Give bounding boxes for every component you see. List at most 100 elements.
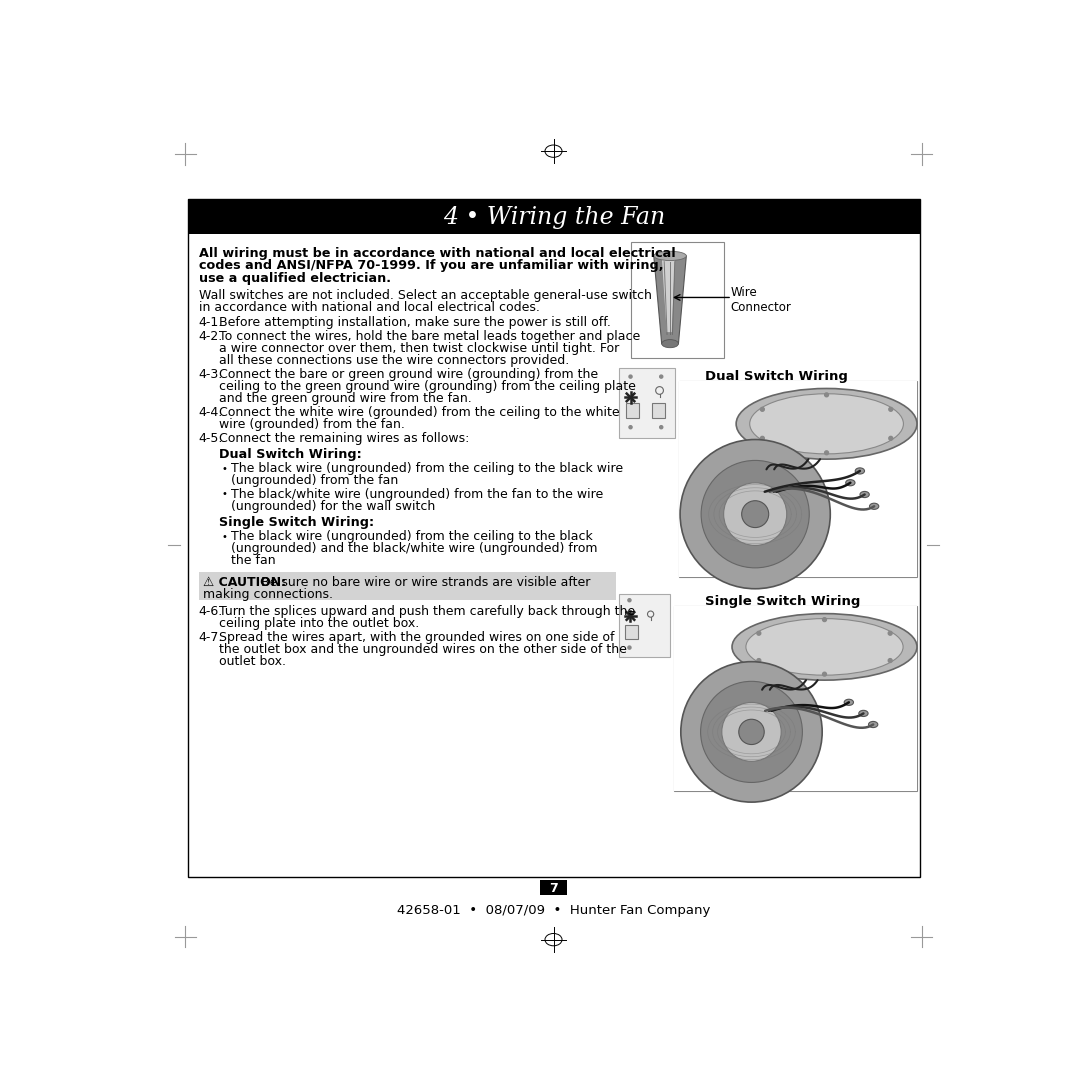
Bar xyxy=(188,199,920,877)
Text: All wiring must be in accordance with national and local electrical: All wiring must be in accordance with na… xyxy=(199,246,675,259)
Text: Wall switches are not included. Select an acceptable general-use switch: Wall switches are not included. Select a… xyxy=(199,288,651,301)
Text: Before attempting installation, make sure the power is still off.: Before attempting installation, make sur… xyxy=(218,315,610,328)
Circle shape xyxy=(760,436,765,441)
Text: 4-5.: 4-5. xyxy=(199,432,222,445)
Text: The black/white wire (ungrounded) from the fan to the wire: The black/white wire (ungrounded) from t… xyxy=(231,488,604,501)
Circle shape xyxy=(825,393,828,396)
Bar xyxy=(674,606,917,791)
Text: use a qualified electrician.: use a qualified electrician. xyxy=(199,272,391,285)
Circle shape xyxy=(701,681,802,782)
Text: the outlet box and the ungrounded wires on the other side of the: the outlet box and the ungrounded wires … xyxy=(218,643,626,656)
Circle shape xyxy=(757,659,760,662)
Text: outlet box.: outlet box. xyxy=(218,654,286,667)
Text: 4-7.: 4-7. xyxy=(199,631,222,644)
Ellipse shape xyxy=(860,491,869,498)
Text: all these connections use the wire connectors provided.: all these connections use the wire conne… xyxy=(218,353,569,367)
Ellipse shape xyxy=(750,394,903,454)
Circle shape xyxy=(627,598,631,602)
Text: 4-3.: 4-3. xyxy=(199,368,222,381)
Polygon shape xyxy=(653,256,686,343)
Circle shape xyxy=(742,501,769,527)
Text: 42658-01  •  08/07/09  •  Hunter Fan Company: 42658-01 • 08/07/09 • Hunter Fan Company xyxy=(396,904,711,917)
Text: To connect the wires, hold the bare metal leads together and place: To connect the wires, hold the bare meta… xyxy=(218,329,640,342)
Text: Single Switch Wiring: Single Switch Wiring xyxy=(704,595,860,608)
Text: Be sure no bare wire or wire strands are visible after: Be sure no bare wire or wire strands are… xyxy=(257,577,591,590)
Ellipse shape xyxy=(737,389,917,459)
Circle shape xyxy=(627,646,631,649)
Circle shape xyxy=(888,659,892,662)
Text: a wire connector over them, then twist clockwise until tight. For: a wire connector over them, then twist c… xyxy=(218,341,619,354)
Circle shape xyxy=(739,719,765,744)
Text: Dual Switch Wiring:: Dual Switch Wiring: xyxy=(218,448,362,461)
Text: and the green ground wire from the fan.: and the green ground wire from the fan. xyxy=(218,392,472,405)
Text: making connections.: making connections. xyxy=(203,588,334,600)
Bar xyxy=(625,625,637,639)
Circle shape xyxy=(660,426,663,429)
Text: wire (grounded) from the fan.: wire (grounded) from the fan. xyxy=(218,418,405,431)
Circle shape xyxy=(889,436,893,441)
Text: •: • xyxy=(221,463,227,474)
Text: ⚠ CAUTION:: ⚠ CAUTION: xyxy=(203,577,286,590)
Text: 4-2.: 4-2. xyxy=(199,329,222,342)
Text: •: • xyxy=(221,489,227,499)
Circle shape xyxy=(680,440,831,589)
Text: Connect the white wire (grounded) from the ceiling to the white: Connect the white wire (grounded) from t… xyxy=(218,406,619,419)
Bar xyxy=(674,606,917,791)
Text: Connect the remaining wires as follows:: Connect the remaining wires as follows: xyxy=(218,432,469,445)
Text: Dual Switch Wiring: Dual Switch Wiring xyxy=(704,369,848,382)
Circle shape xyxy=(757,632,760,635)
Text: Spread the wires apart, with the grounded wires on one side of: Spread the wires apart, with the grounde… xyxy=(218,631,615,644)
Text: Turn the splices upward and push them carefully back through the: Turn the splices upward and push them ca… xyxy=(218,605,635,618)
Text: ceiling to the green ground wire (grounding) from the ceiling plate: ceiling to the green ground wire (ground… xyxy=(218,380,635,393)
Text: 4 • Wiring the Fan: 4 • Wiring the Fan xyxy=(443,206,665,229)
Text: in accordance with national and local electrical codes.: in accordance with national and local el… xyxy=(199,300,539,313)
Circle shape xyxy=(660,375,663,378)
Bar xyxy=(619,594,670,657)
Text: Connect the bare or green ground wire (grounding) from the: Connect the bare or green ground wire (g… xyxy=(218,368,598,381)
Circle shape xyxy=(629,375,632,378)
Bar xyxy=(540,879,567,895)
Bar xyxy=(631,242,724,357)
Bar xyxy=(619,368,675,437)
Circle shape xyxy=(724,483,786,545)
Polygon shape xyxy=(662,259,675,333)
Ellipse shape xyxy=(869,503,879,510)
Text: 4-1.: 4-1. xyxy=(199,315,222,328)
Circle shape xyxy=(760,407,765,411)
Circle shape xyxy=(825,450,828,455)
Circle shape xyxy=(823,672,826,676)
Ellipse shape xyxy=(845,699,853,705)
Text: codes and ANSI/NFPA 70-1999. If you are unfamiliar with wiring,: codes and ANSI/NFPA 70-1999. If you are … xyxy=(199,259,663,272)
Ellipse shape xyxy=(855,468,864,474)
Circle shape xyxy=(629,426,632,429)
Circle shape xyxy=(888,632,892,635)
Text: The black wire (ungrounded) from the ceiling to the black wire: The black wire (ungrounded) from the cei… xyxy=(231,462,623,475)
Bar xyxy=(626,403,639,418)
Text: 7: 7 xyxy=(549,881,558,894)
Ellipse shape xyxy=(846,480,855,486)
Circle shape xyxy=(889,407,893,411)
Text: 4-4.: 4-4. xyxy=(199,406,222,419)
Ellipse shape xyxy=(868,721,878,728)
Ellipse shape xyxy=(662,339,678,348)
Bar xyxy=(188,199,920,234)
Circle shape xyxy=(701,460,809,568)
Circle shape xyxy=(823,618,826,621)
Text: (ungrounded) from the fan: (ungrounded) from the fan xyxy=(231,474,399,487)
Text: •: • xyxy=(221,532,227,542)
Ellipse shape xyxy=(746,619,903,675)
Circle shape xyxy=(721,702,781,761)
Ellipse shape xyxy=(732,613,917,680)
Text: (ungrounded) for the wall switch: (ungrounded) for the wall switch xyxy=(231,500,435,513)
Bar xyxy=(679,380,917,577)
Text: the fan: the fan xyxy=(231,554,275,567)
Text: The black wire (ungrounded) from the ceiling to the black: The black wire (ungrounded) from the cei… xyxy=(231,530,593,543)
Text: (ungrounded) and the black/white wire (ungrounded) from: (ungrounded) and the black/white wire (u… xyxy=(231,542,597,555)
Text: Wire
Connector: Wire Connector xyxy=(730,286,791,314)
Bar xyxy=(199,572,616,600)
Text: Single Switch Wiring:: Single Switch Wiring: xyxy=(218,516,374,529)
Circle shape xyxy=(680,662,822,802)
Text: 4-6.: 4-6. xyxy=(199,605,222,618)
Text: ceiling plate into the outlet box.: ceiling plate into the outlet box. xyxy=(218,617,419,630)
Bar xyxy=(651,403,665,418)
